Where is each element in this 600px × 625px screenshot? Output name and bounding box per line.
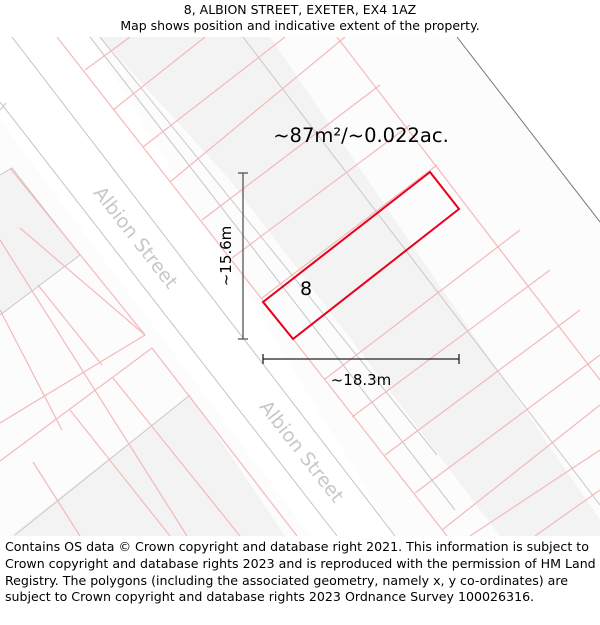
copyright-notice: Contains OS data © Crown copyright and d… bbox=[5, 539, 596, 605]
height-measure-label: ~15.6m bbox=[217, 226, 235, 287]
map-header: 8, ALBION STREET, EXETER, EX4 1AZ Map sh… bbox=[0, 0, 600, 37]
width-measure-label: ~18.3m bbox=[331, 371, 392, 389]
parcel-fills bbox=[0, 37, 600, 536]
property-map[interactable]: Albion Street Albion Street ~87m²/~0.022… bbox=[0, 37, 600, 536]
property-address-title: 8, ALBION STREET, EXETER, EX4 1AZ bbox=[183, 2, 417, 17]
height-measure bbox=[238, 172, 248, 340]
map-subtitle: Map shows position and indicative extent… bbox=[120, 18, 480, 33]
area-label: ~87m²/~0.022ac. bbox=[273, 124, 449, 147]
road-edges bbox=[0, 37, 456, 536]
plot-number-label: 8 bbox=[300, 278, 312, 300]
parcel-lines bbox=[0, 37, 600, 536]
property-boundary[interactable] bbox=[261, 170, 461, 341]
width-measure bbox=[262, 354, 460, 364]
rear-boundary-line bbox=[456, 37, 600, 223]
